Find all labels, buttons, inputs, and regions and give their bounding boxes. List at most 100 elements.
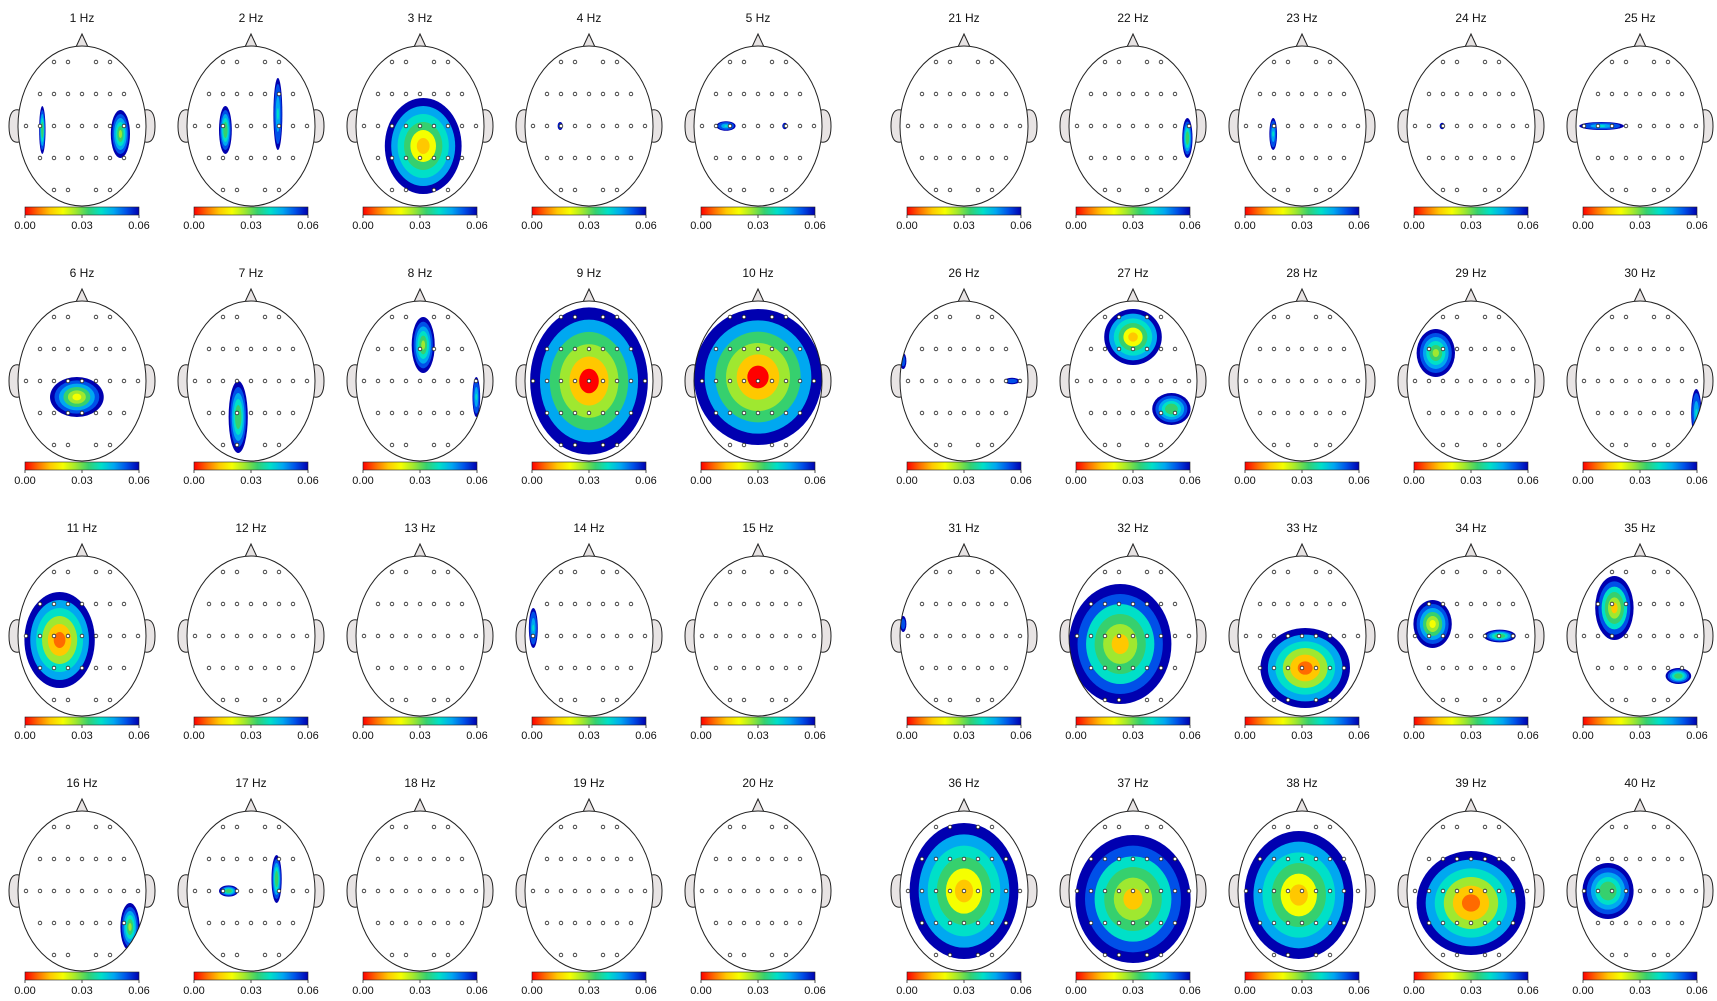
left-ear-outline [1397,109,1409,143]
nose-outline [75,287,89,303]
panel-title: 22 Hz [1117,11,1148,25]
colorbar-tick-label: 0.03 [1122,730,1143,742]
right-ear-outline [1026,109,1038,143]
electrode-marker [1088,91,1094,97]
colorbar [906,716,1022,726]
electrode-marker [783,442,789,448]
left-ear-outline [890,874,902,908]
electrode-marker [262,378,268,384]
electrode-marker [586,378,592,384]
electrode-marker [783,633,789,639]
nose-outline [582,32,596,48]
electrode-marker [933,123,939,129]
electrode-marker [1609,665,1615,671]
colorbar-tick-label: 0.06 [466,475,487,487]
electrode-marker [431,346,437,352]
electrode-marker [1285,123,1291,129]
colorbar-tick-label: 0.03 [578,730,599,742]
electrode-marker [290,888,296,894]
electrode-marker [403,378,409,384]
electrode-marker [1440,155,1446,161]
panel-title: 8 Hz [408,266,433,280]
scalp-map-panel: 18 Hz0.00 0.03 0.06 [346,776,494,997]
colorbar [362,206,478,216]
electrode-marker [135,888,141,894]
panel-title: 9 Hz [577,266,602,280]
electrode-marker [220,569,226,575]
electrode-marker [1130,410,1136,416]
electrode-marker [276,824,282,830]
nose-outline [1126,542,1140,558]
electrode-marker [600,856,606,862]
electrode-marker [544,91,550,97]
colorbar [1244,716,1360,726]
electrode-marker [1468,91,1474,97]
scalp-map-panel: 22 Hz0.00 0.03 0.06 [1059,11,1207,232]
electrode-marker [51,91,57,97]
colorbar-tick-label: 0.03 [953,985,974,997]
electrode-marker [79,633,85,639]
electrode-marker [727,91,733,97]
electrode-marker [276,91,282,97]
electrode-marker [1102,633,1108,639]
electrode-marker [276,410,282,416]
colorbar [24,971,140,981]
colorbar-tick-label: 0.06 [1010,730,1031,742]
electrode-marker [572,601,578,607]
right-ear-outline [651,619,663,653]
electrode-marker [1243,378,1249,384]
electrode-marker [234,633,240,639]
electrode-marker [37,123,43,129]
electrode-marker [375,856,381,862]
electrode-marker [1454,442,1460,448]
panel-title: 18 Hz [404,776,435,790]
panel-title: 30 Hz [1624,266,1655,280]
electrode-marker [1482,697,1488,703]
electrode-marker [1665,410,1671,416]
head-outline [693,45,823,207]
right-ear-outline [1533,109,1545,143]
electrode-marker [1679,410,1685,416]
panel-title: 33 Hz [1286,521,1317,535]
electrode-marker [713,346,719,352]
colorbar-tick-label: 0.00 [1403,985,1424,997]
electrode-marker [65,601,71,607]
electrode-marker [192,888,198,894]
electrode-marker [248,633,254,639]
electrode-marker [1257,155,1263,161]
electrode-marker [961,155,967,161]
left-ear-outline [515,619,527,653]
electrode-marker [741,91,747,97]
nose-outline [244,287,258,303]
electrode-marker [276,378,282,384]
colorbar [1413,461,1529,471]
colorbar-tick-label: 0.00 [690,475,711,487]
electrode-marker [445,665,451,671]
electrode-marker [389,633,395,639]
electrode-marker [755,888,761,894]
electrode-marker [1271,569,1277,575]
electrode-marker [755,155,761,161]
electrode-marker [1271,378,1277,384]
electrode-marker [1271,856,1277,862]
colorbar-tick-label: 0.06 [128,730,149,742]
colorbar-tick-label: 0.03 [1460,985,1481,997]
electrode-marker [769,633,775,639]
panel-title: 19 Hz [573,776,604,790]
electrode-marker [947,314,953,320]
colorbar-tick-label: 0.00 [352,730,373,742]
electrode-marker [586,123,592,129]
colorbar-tick-label: 0.03 [240,985,261,997]
electrode-marker [1116,952,1122,958]
electrode-marker [389,824,395,830]
panel-title: 40 Hz [1624,776,1655,790]
electrode-marker [107,314,113,320]
panel-title: 26 Hz [948,266,979,280]
electrode-marker [769,569,775,575]
electrode-marker [220,346,226,352]
electrode-marker [93,442,99,448]
electrode-marker [65,952,71,958]
electrode-marker [93,187,99,193]
activation-contour [276,108,279,120]
electrode-marker [586,856,592,862]
